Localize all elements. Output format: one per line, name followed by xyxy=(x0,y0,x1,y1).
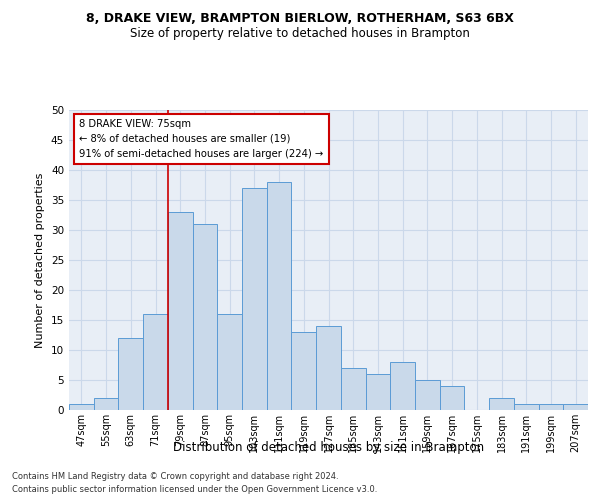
Text: 8, DRAKE VIEW, BRAMPTON BIERLOW, ROTHERHAM, S63 6BX: 8, DRAKE VIEW, BRAMPTON BIERLOW, ROTHERH… xyxy=(86,12,514,26)
Bar xyxy=(365,374,390,410)
Bar xyxy=(563,404,588,410)
Bar xyxy=(242,188,267,410)
Bar xyxy=(193,224,217,410)
Bar xyxy=(390,362,415,410)
Bar xyxy=(69,404,94,410)
Text: 8 DRAKE VIEW: 75sqm
← 8% of detached houses are smaller (19)
91% of semi-detache: 8 DRAKE VIEW: 75sqm ← 8% of detached hou… xyxy=(79,119,323,158)
Text: Size of property relative to detached houses in Brampton: Size of property relative to detached ho… xyxy=(130,28,470,40)
Y-axis label: Number of detached properties: Number of detached properties xyxy=(35,172,46,348)
Bar xyxy=(489,398,514,410)
Bar xyxy=(341,368,365,410)
Bar xyxy=(539,404,563,410)
Bar xyxy=(415,380,440,410)
Bar xyxy=(292,332,316,410)
Text: Contains HM Land Registry data © Crown copyright and database right 2024.: Contains HM Land Registry data © Crown c… xyxy=(12,472,338,481)
Bar xyxy=(168,212,193,410)
Bar xyxy=(267,182,292,410)
Bar xyxy=(143,314,168,410)
Text: Distribution of detached houses by size in Brampton: Distribution of detached houses by size … xyxy=(173,441,484,454)
Text: Contains public sector information licensed under the Open Government Licence v3: Contains public sector information licen… xyxy=(12,485,377,494)
Bar xyxy=(217,314,242,410)
Bar xyxy=(316,326,341,410)
Bar xyxy=(94,398,118,410)
Bar xyxy=(440,386,464,410)
Bar xyxy=(118,338,143,410)
Bar xyxy=(514,404,539,410)
